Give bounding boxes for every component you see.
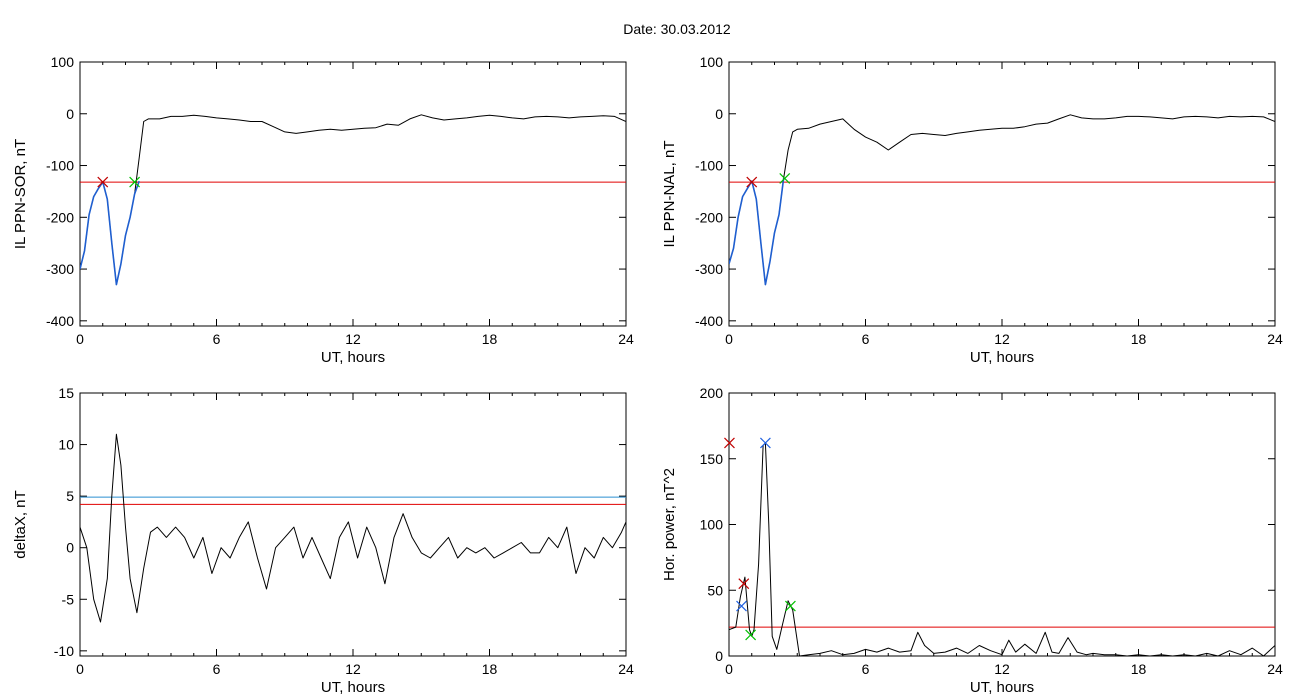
y-tick-label: 150 bbox=[700, 451, 724, 467]
y-tick-label: 100 bbox=[700, 54, 724, 70]
plot-area bbox=[729, 114, 1275, 286]
y-axis-label: IL PPN-SOR, nT bbox=[12, 139, 29, 249]
y-tick-label: -100 bbox=[695, 158, 723, 174]
plot-area bbox=[729, 442, 1275, 656]
x-tick-label: 18 bbox=[1131, 331, 1147, 347]
marker-stroke bbox=[746, 176, 758, 188]
plot-frame bbox=[728, 392, 1276, 657]
y-tick-label: 0 bbox=[715, 648, 723, 664]
series-highlight-line bbox=[729, 178, 785, 286]
marker-stroke bbox=[97, 176, 109, 188]
y-tick-label: -100 bbox=[46, 158, 74, 174]
y-axis-label: IL PPN-NAL, nT bbox=[661, 141, 678, 248]
x-axis-label: UT, hours bbox=[321, 679, 385, 696]
y-axis-label: deltaX, nT bbox=[12, 490, 29, 558]
marker-stroke bbox=[738, 578, 750, 590]
marker-stroke bbox=[724, 437, 735, 449]
panel-il_nal: 0 6 12 18 24 100 0 -100 -200 -300 -400 UT, hours IL … bbox=[661, 54, 1283, 366]
x-tick-label: 0 bbox=[76, 661, 84, 677]
x-tick-label: 24 bbox=[1267, 331, 1283, 347]
plot-frame bbox=[79, 61, 627, 327]
marker-cross bbox=[779, 173, 791, 184]
y-tick-label: -200 bbox=[46, 209, 74, 225]
marker-stroke bbox=[745, 629, 757, 641]
x-axis-label: UT, hours bbox=[970, 679, 1034, 696]
plot-area bbox=[80, 433, 626, 623]
y-tick-label: -300 bbox=[695, 261, 723, 277]
x-tick-label: 6 bbox=[862, 661, 870, 677]
marker-stroke bbox=[779, 173, 791, 184]
x-tick-label: 12 bbox=[345, 331, 361, 347]
x-axis-label: UT, hours bbox=[321, 349, 385, 366]
marker-stroke bbox=[785, 600, 796, 612]
series-data-line bbox=[729, 442, 1275, 656]
y-tick-label: -200 bbox=[695, 209, 723, 225]
y-tick-label: -5 bbox=[62, 591, 75, 607]
marker-cross bbox=[129, 176, 141, 188]
x-tick-label: 24 bbox=[618, 331, 634, 347]
series-data-line bbox=[80, 433, 626, 623]
y-tick-label: 200 bbox=[700, 385, 724, 401]
marker-cross bbox=[759, 437, 771, 449]
panel-il_sor: 0 6 12 18 24 100 0 -100 -200 -300 -400 UT, hours IL … bbox=[12, 54, 634, 366]
marker-stroke bbox=[759, 437, 771, 449]
series-highlight-line bbox=[80, 180, 140, 286]
marker-cross bbox=[785, 600, 796, 612]
panel-hor_power: 0 6 12 18 24 200 150 100 50 0 UT, hours Hor. power,… bbox=[661, 385, 1283, 696]
y-tick-label: 50 bbox=[707, 582, 723, 598]
x-axis-label: UT, hours bbox=[970, 349, 1034, 366]
y-tick-label: -300 bbox=[46, 261, 74, 277]
x-tick-label: 12 bbox=[345, 661, 361, 677]
plot-frame bbox=[728, 61, 1276, 327]
y-tick-label: -400 bbox=[695, 313, 723, 329]
x-tick-label: 0 bbox=[76, 331, 84, 347]
x-tick-label: 6 bbox=[213, 331, 221, 347]
x-tick-label: 6 bbox=[862, 331, 870, 347]
marker-cross bbox=[736, 600, 747, 612]
marker-stroke bbox=[736, 600, 747, 612]
x-tick-label: 24 bbox=[1267, 661, 1283, 677]
x-tick-label: 18 bbox=[482, 661, 498, 677]
x-tick-label: 0 bbox=[725, 661, 733, 677]
y-tick-label: 100 bbox=[51, 54, 75, 70]
y-tick-label: 100 bbox=[700, 517, 724, 533]
marker-cross bbox=[724, 437, 735, 449]
marker-stroke bbox=[129, 176, 141, 188]
figure-title: Date: 30.03.2012 bbox=[623, 21, 731, 37]
x-tick-label: 12 bbox=[994, 331, 1010, 347]
x-tick-label: 18 bbox=[482, 331, 498, 347]
y-tick-label: 15 bbox=[58, 385, 74, 401]
series-data-line bbox=[729, 114, 1275, 286]
y-tick-label: 10 bbox=[58, 437, 74, 453]
plot-area bbox=[80, 114, 626, 286]
x-tick-label: 18 bbox=[1131, 661, 1147, 677]
y-tick-label: 0 bbox=[66, 106, 74, 122]
panel-deltax: 0 6 12 18 24 15 10 5 0 -5 -10 UT, hours deltaX, nT bbox=[12, 385, 634, 696]
y-tick-label: 0 bbox=[715, 106, 723, 122]
y-tick-label: -400 bbox=[46, 313, 74, 329]
marker-cross bbox=[745, 629, 757, 641]
y-axis-label: Hor. power, nT^2 bbox=[661, 468, 678, 581]
x-tick-label: 24 bbox=[618, 661, 634, 677]
y-tick-label: -10 bbox=[54, 643, 74, 659]
x-tick-label: 12 bbox=[994, 661, 1010, 677]
y-tick-label: 0 bbox=[66, 540, 74, 556]
series-data-line bbox=[80, 114, 626, 286]
marker-cross bbox=[97, 176, 109, 188]
x-tick-label: 0 bbox=[725, 331, 733, 347]
plot-frame bbox=[79, 392, 627, 657]
x-tick-label: 6 bbox=[213, 661, 221, 677]
marker-cross bbox=[738, 578, 750, 590]
marker-cross bbox=[746, 176, 758, 188]
y-tick-label: 5 bbox=[66, 488, 74, 504]
